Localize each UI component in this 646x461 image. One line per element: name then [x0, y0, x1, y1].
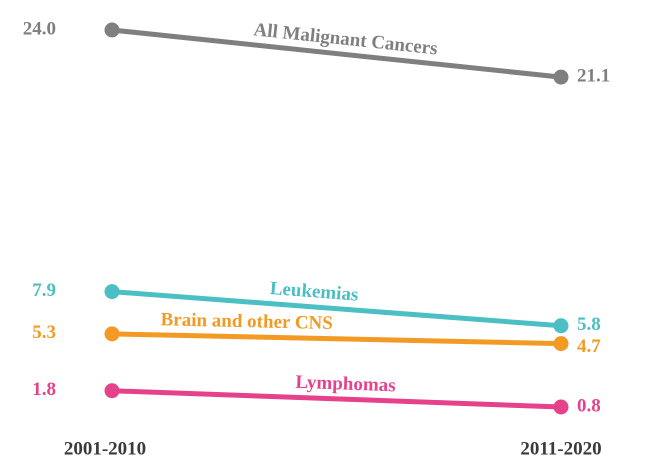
series-name: Brain and other CNS — [160, 309, 333, 334]
series-line — [111, 331, 562, 347]
value-label: 5.8 — [577, 314, 601, 335]
data-point — [104, 284, 120, 300]
series-name: Lymphomas — [295, 372, 396, 397]
value-label: 7.9 — [32, 280, 56, 301]
value-label: 0.8 — [577, 395, 601, 416]
value-label: 24.0 — [23, 18, 56, 39]
data-point — [104, 22, 120, 38]
data-point — [104, 383, 120, 399]
data-point — [553, 69, 569, 85]
value-label: 1.8 — [32, 379, 56, 400]
x-category-label: 2011-2020 — [520, 438, 601, 459]
value-label: 4.7 — [577, 336, 601, 357]
data-point — [553, 318, 569, 334]
value-label: 5.3 — [32, 322, 56, 343]
series-line — [111, 289, 562, 329]
data-point — [104, 326, 120, 342]
data-point — [553, 399, 569, 415]
data-point — [553, 336, 569, 352]
series-line — [111, 27, 562, 80]
series-name: Leukemias — [269, 278, 359, 306]
series-line — [111, 388, 562, 410]
x-category-label: 2001-2010 — [64, 438, 146, 459]
value-label: 21.1 — [577, 65, 610, 86]
